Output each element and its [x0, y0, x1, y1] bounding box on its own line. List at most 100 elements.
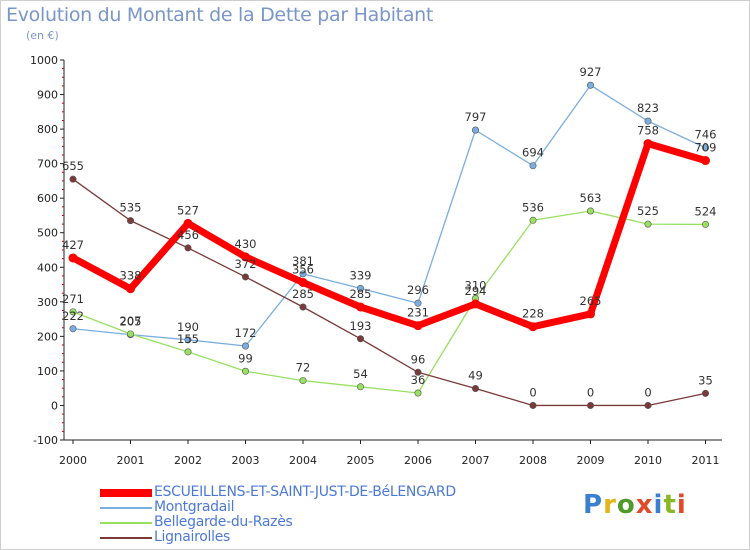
data-point — [414, 389, 422, 397]
data-label: 0 — [529, 385, 536, 399]
data-point — [184, 244, 192, 252]
y-tick-label: 100 — [37, 365, 58, 378]
data-label: 797 — [465, 110, 487, 124]
data-label: 54 — [353, 367, 368, 381]
x-tick-label: 2002 — [174, 454, 202, 467]
data-label: 525 — [637, 204, 659, 218]
chart-title: Evolution du Montant de la Dette par Hab… — [6, 4, 434, 26]
y-tick-label: 300 — [37, 296, 58, 309]
data-point — [701, 220, 709, 228]
data-point — [126, 284, 135, 294]
data-label: 524 — [695, 204, 717, 218]
data-label: 99 — [238, 351, 253, 365]
data-label: 190 — [177, 320, 199, 334]
data-point — [69, 175, 77, 183]
proxiti-logo: Proxiti — [583, 490, 687, 520]
y-tick-label: 400 — [37, 261, 58, 274]
legend-label: Bellegarde-du-Razès — [154, 514, 293, 530]
data-label: 231 — [407, 306, 429, 320]
data-label: 427 — [62, 238, 84, 252]
data-label: 222 — [62, 309, 84, 323]
chart-subtitle: (en €) — [26, 29, 59, 42]
y-tick-label: -100 — [33, 434, 58, 447]
series-line-3 — [72, 178, 707, 407]
logo-letter: r — [603, 490, 617, 520]
data-label: 381 — [292, 254, 314, 268]
data-label: 372 — [235, 257, 257, 271]
data-point — [184, 336, 192, 344]
data-point — [414, 368, 422, 376]
data-label: 823 — [637, 101, 659, 115]
data-label: 758 — [637, 124, 659, 138]
x-tick-label: 2000 — [59, 454, 87, 467]
series-line-0 — [69, 140, 709, 331]
y-tick-label: 0 — [51, 399, 58, 412]
data-label: 310 — [465, 278, 487, 292]
data-point — [242, 342, 250, 350]
data-point — [471, 126, 479, 134]
logo-letter: x — [635, 490, 654, 520]
x-tick-label: 2009 — [577, 454, 605, 467]
data-point — [529, 401, 537, 409]
data-label: 746 — [695, 128, 717, 142]
data-point — [356, 284, 364, 292]
data-point — [471, 299, 480, 309]
y-tick-label: 800 — [37, 123, 58, 136]
data-label: 228 — [522, 307, 544, 321]
data-label: 207 — [120, 314, 142, 328]
data-label: 285 — [350, 287, 372, 301]
logo-letter: i — [653, 490, 664, 520]
data-label: 527 — [177, 203, 199, 217]
logo-letter: P — [583, 490, 604, 520]
data-label: 49 — [468, 369, 483, 383]
data-point — [701, 144, 709, 152]
x-tick-label: 2006 — [404, 454, 432, 467]
data-label: 35 — [698, 373, 713, 387]
x-tick-label: 2001 — [117, 454, 145, 467]
data-label: 709 — [695, 141, 717, 155]
data-point — [242, 367, 250, 375]
data-label: 655 — [62, 159, 84, 173]
data-point — [414, 299, 422, 307]
data-label: 430 — [235, 237, 257, 251]
data-point — [529, 162, 537, 170]
logo-letter: t — [663, 490, 677, 520]
data-point — [127, 217, 135, 225]
data-point — [413, 321, 423, 331]
data-label: 265 — [580, 294, 602, 308]
data-label: 338 — [120, 269, 142, 283]
data-label: 205 — [120, 315, 142, 329]
x-tick-label: 2003 — [232, 454, 260, 467]
data-label: 927 — [580, 65, 602, 79]
data-point — [586, 401, 594, 409]
y-tick-label: 200 — [37, 330, 58, 343]
data-label: 271 — [62, 292, 84, 306]
legend-swatch — [100, 537, 152, 539]
data-point — [356, 302, 365, 312]
y-tick-label: 600 — [37, 192, 58, 205]
data-point — [299, 303, 307, 311]
data-point — [241, 252, 250, 262]
data-label: 296 — [407, 283, 429, 297]
data-label: 96 — [411, 352, 426, 366]
legend-swatch — [100, 507, 152, 509]
logo-letter: i — [676, 490, 687, 520]
x-tick-label: 2011 — [692, 454, 720, 467]
legend-swatch — [100, 489, 152, 497]
data-point — [586, 207, 594, 215]
x-tick-label: 2007 — [462, 454, 490, 467]
data-label: 456 — [177, 228, 199, 242]
data-label: 0 — [644, 385, 651, 399]
data-label: 694 — [522, 146, 544, 160]
data-label: 172 — [235, 326, 257, 340]
data-label: 356 — [292, 262, 314, 276]
y-tick-label: 700 — [37, 158, 58, 171]
x-tick-label: 2008 — [519, 454, 547, 467]
series-line-1 — [72, 84, 707, 347]
legend-label: Lignairolles — [154, 529, 231, 545]
logo-letter: o — [616, 490, 636, 520]
data-point — [69, 308, 77, 316]
data-label: 563 — [580, 191, 602, 205]
